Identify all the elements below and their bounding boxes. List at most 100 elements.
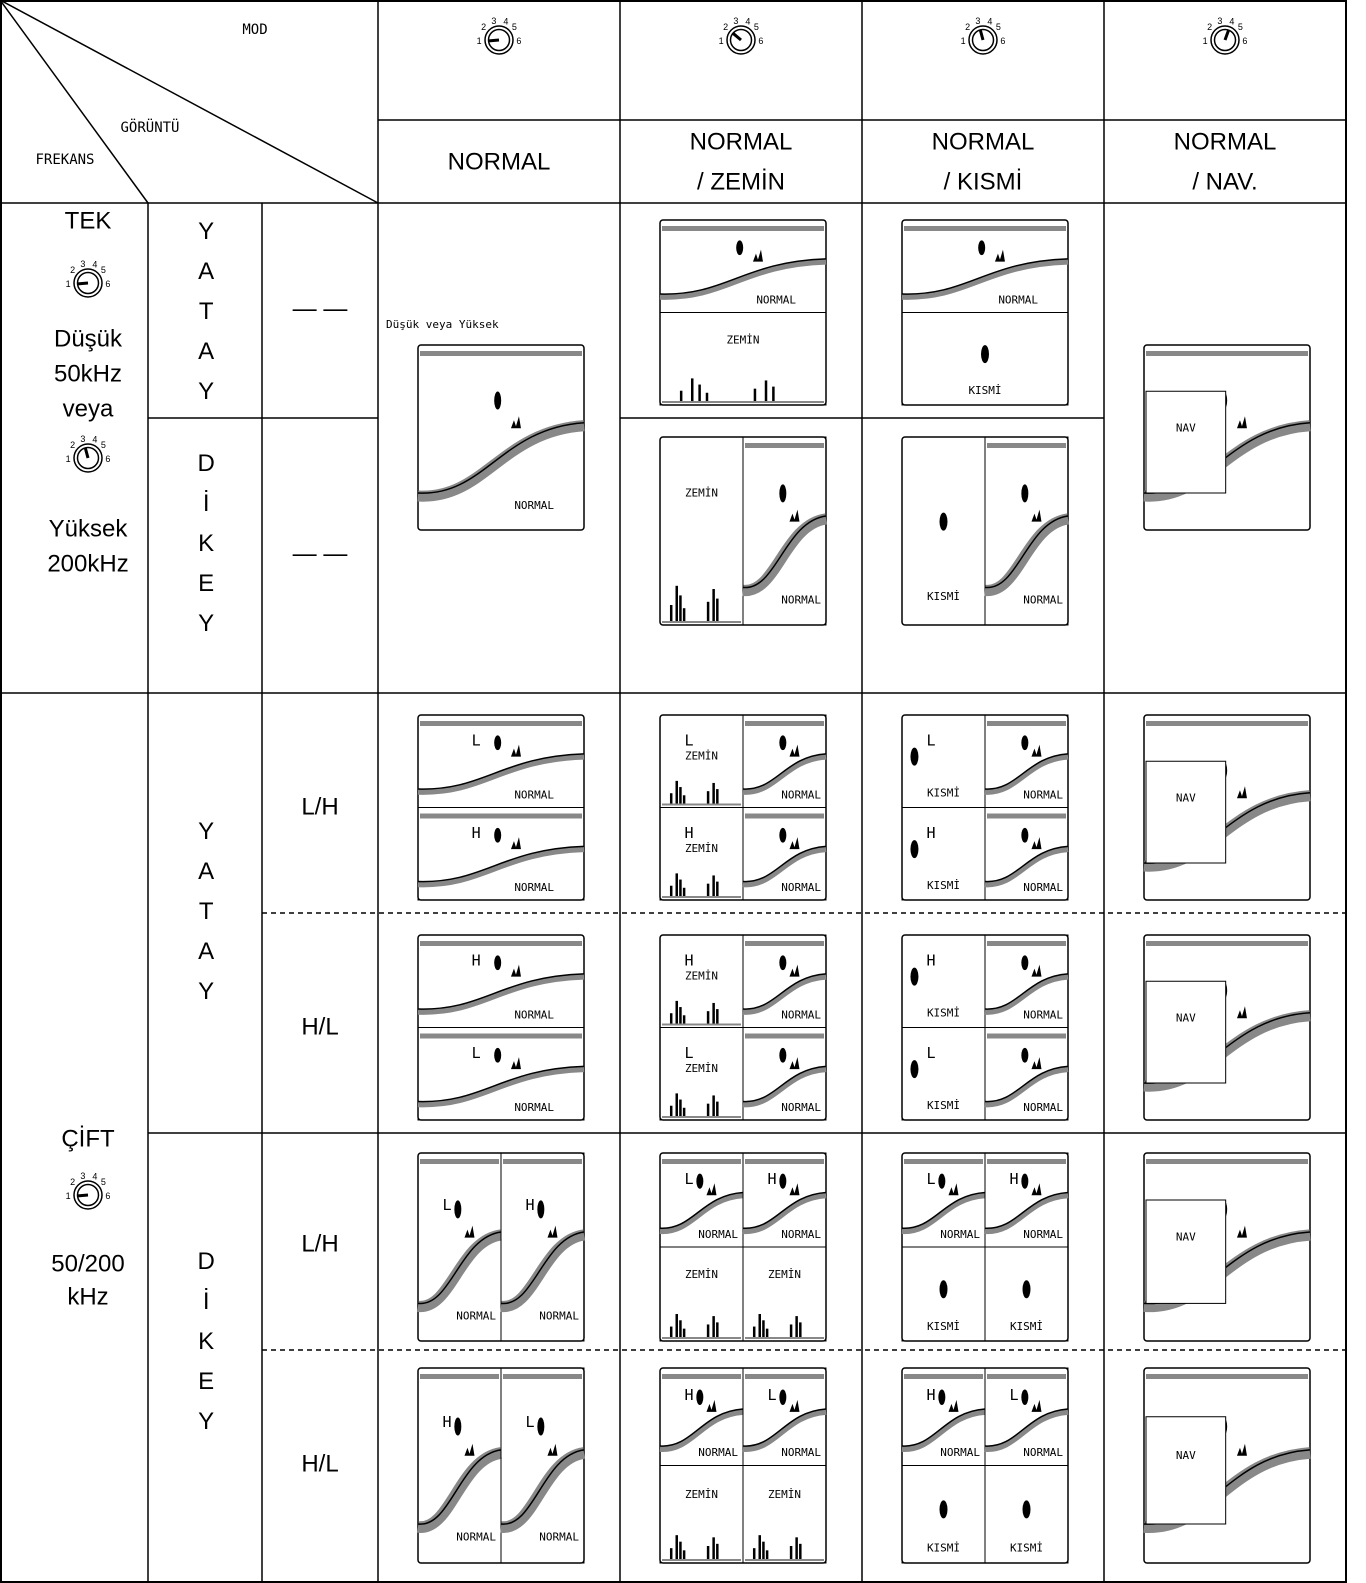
screen: [659, 1367, 827, 1564]
pane-divider: [984, 436, 1069, 626]
display-order: H/L: [301, 1013, 338, 1040]
screen-label: NORMAL: [456, 1531, 496, 1544]
bottom-echo: [705, 392, 709, 401]
seabed-line: [742, 845, 827, 883]
fish: [1031, 964, 1042, 977]
bottom-echo: [690, 378, 694, 401]
echo-band: [745, 443, 824, 448]
screen: [901, 436, 1070, 626]
fish: [696, 1389, 704, 1406]
pane-divider: [742, 1027, 827, 1121]
mode-name: / ZEMİN: [697, 168, 785, 195]
corner-label: GÖRÜNTÜ: [120, 118, 179, 136]
pane-divider: [984, 1027, 1069, 1121]
fish: [1021, 484, 1029, 503]
dial-digit: 4: [503, 17, 508, 27]
bottom-echo: [789, 1546, 793, 1559]
fish: [910, 840, 919, 859]
pane-divider: [742, 807, 827, 901]
screen-label: NORMAL: [514, 1101, 554, 1114]
screen-label: ZEMİN: [685, 842, 718, 855]
dial-digit: 2: [70, 440, 75, 450]
seabed-line: [984, 1408, 1069, 1447]
screen: [901, 1152, 1069, 1342]
seabed-line: [901, 1191, 986, 1229]
bottom-echo: [753, 388, 757, 401]
pane-divider: [659, 312, 827, 406]
bottom-echo: [716, 598, 719, 621]
seabed: [984, 846, 1069, 888]
seabed-line: [742, 1408, 827, 1447]
bottom-echo: [679, 879, 682, 896]
seabed-line: [984, 973, 1069, 1010]
screen-label: ZEMİN: [685, 1062, 718, 1075]
screen-frame: [417, 344, 585, 531]
seabed-line: [417, 1231, 502, 1305]
seabed-line: [984, 515, 1069, 589]
view-label: DİKEY: [193, 450, 220, 650]
bottom-echo: [669, 793, 673, 804]
screen-label: NORMAL: [698, 1228, 738, 1241]
bottom-echo: [716, 1009, 719, 1024]
echo-band: [745, 813, 824, 819]
bottom-echo: [765, 1550, 769, 1559]
corner-label: MOD: [242, 22, 267, 38]
pane-divider: [742, 1465, 827, 1564]
bottom-echo: [706, 601, 710, 621]
nav-window: [1145, 1416, 1227, 1525]
bottom-echo: [716, 789, 719, 804]
dial-digit: 5: [101, 265, 106, 275]
screen-label: NORMAL: [781, 1008, 821, 1021]
bottom-echo: [716, 1322, 719, 1337]
seabed: [984, 754, 1069, 795]
fish: [510, 416, 521, 429]
fish: [779, 1047, 787, 1063]
bottom-echo: [679, 390, 683, 401]
seabed: [984, 1192, 1069, 1235]
screen: [901, 219, 1069, 406]
dial: 1 23 45 6: [66, 1171, 110, 1210]
bottom-echo: [706, 1324, 710, 1337]
fish: [981, 345, 989, 364]
screen-label: NORMAL: [756, 293, 796, 306]
fish: [736, 240, 744, 256]
seabed: [742, 754, 827, 795]
echo-band: [503, 1374, 582, 1379]
frequency-letter: H: [685, 951, 694, 969]
bottom-echo: [716, 1543, 719, 1559]
dial-digit: 1: [1203, 36, 1208, 46]
bottom-echo: [675, 1000, 678, 1024]
fish: [779, 484, 787, 503]
fish: [994, 249, 1005, 262]
echo-band: [987, 1374, 1066, 1379]
fish: [494, 955, 502, 971]
echo-band: [987, 721, 1066, 726]
fish: [1021, 1173, 1029, 1189]
seabed: [984, 1409, 1069, 1452]
fish: [789, 1057, 800, 1070]
fish: [706, 1183, 717, 1196]
fish: [938, 1389, 946, 1406]
echo-band: [745, 941, 824, 946]
fish: [1236, 786, 1247, 799]
seabed-line: [984, 1065, 1069, 1103]
seabed: [742, 1409, 827, 1452]
seabed: [901, 1409, 986, 1452]
screen-label: NAV: [1176, 791, 1196, 804]
echo-band: [1146, 721, 1308, 726]
frequency-label: veya: [63, 395, 114, 422]
bottom-echo: [682, 1107, 686, 1116]
frequency-letter: H: [443, 1413, 452, 1431]
dial-pointer: [77, 1193, 89, 1198]
seabed: [742, 846, 827, 888]
seabed: [500, 1229, 586, 1313]
screen-label: NORMAL: [1023, 1101, 1063, 1114]
seabed: [417, 1066, 585, 1108]
frequency-label: kHz: [67, 1283, 108, 1310]
bottom-echo: [752, 1548, 756, 1559]
bottom-echo: [669, 1548, 673, 1559]
screen-label: KISMİ: [968, 384, 1001, 397]
screen: [901, 1367, 1069, 1564]
frequency-letter: L: [472, 1044, 481, 1062]
